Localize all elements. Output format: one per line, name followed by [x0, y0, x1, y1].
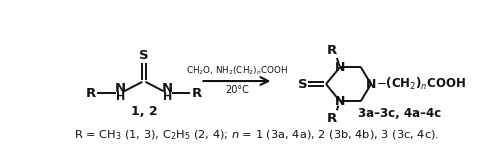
Text: R = CH$_3$ (1, 3), C$_2$H$_5$ (2, 4); $n$ = 1 (3a, 4a), 2 (3b, 4b), 3 (3c, 4c).: R = CH$_3$ (1, 3), C$_2$H$_5$ (2, 4); $n…: [74, 128, 439, 142]
Text: N: N: [335, 61, 345, 74]
Text: CH$_2$O, NH$_2$(CH$_2$)$_n$COOH: CH$_2$O, NH$_2$(CH$_2$)$_n$COOH: [186, 65, 288, 77]
Text: 20°C: 20°C: [225, 85, 249, 94]
Text: R: R: [327, 44, 338, 57]
Text: R: R: [327, 111, 338, 125]
Text: S: S: [298, 78, 308, 91]
Text: R: R: [86, 87, 97, 100]
Text: N: N: [335, 95, 345, 108]
Text: 3a–3c, 4a–4c: 3a–3c, 4a–4c: [358, 107, 442, 120]
Text: N: N: [366, 78, 376, 91]
Text: N: N: [162, 82, 172, 95]
Text: N: N: [115, 82, 126, 95]
Text: S: S: [139, 49, 148, 62]
Text: $-$(CH$_2$)$_n$COOH: $-$(CH$_2$)$_n$COOH: [376, 76, 466, 92]
Text: H: H: [162, 92, 172, 102]
Text: 1, 2: 1, 2: [130, 105, 157, 118]
Text: R: R: [192, 87, 202, 100]
Text: H: H: [116, 92, 125, 102]
